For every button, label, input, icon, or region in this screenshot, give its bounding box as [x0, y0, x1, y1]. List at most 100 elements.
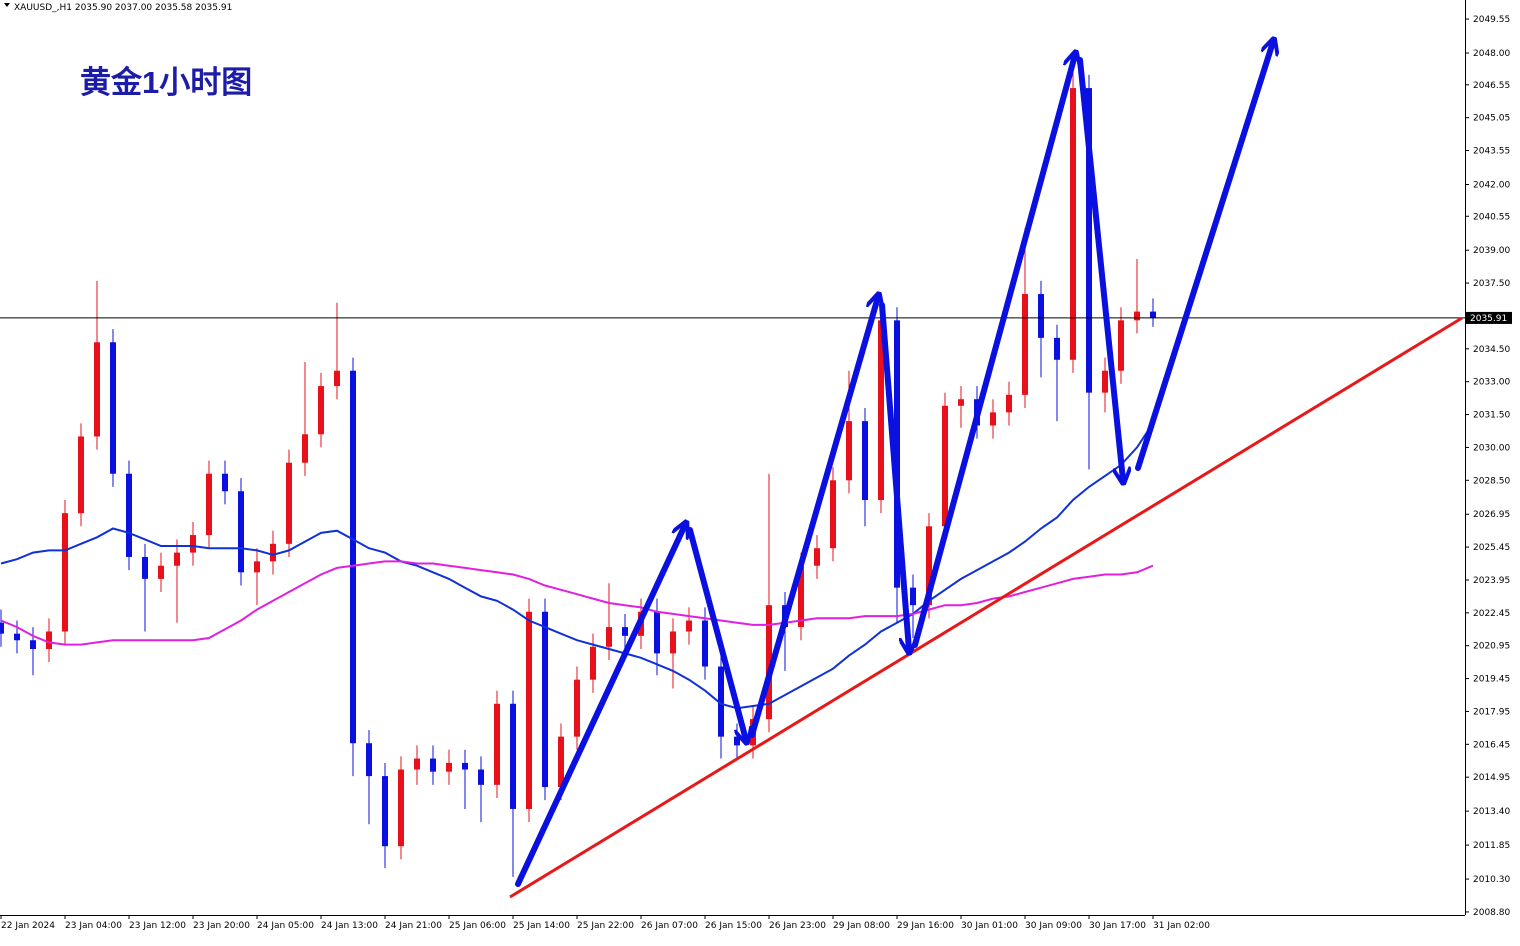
candle-body [446, 762, 452, 772]
candle-body [846, 421, 852, 481]
candle-body [494, 703, 500, 785]
y-tick-label: 2048.00 [1473, 49, 1510, 59]
x-tick-label: 29 Jan 08:00 [833, 921, 890, 931]
candle-body [126, 473, 132, 557]
candle-body [1006, 394, 1012, 413]
candle-body [590, 646, 596, 680]
candle-body [462, 762, 468, 770]
x-tick-label: 25 Jan 06:00 [449, 921, 506, 931]
candle-body [654, 611, 660, 654]
candle-body [510, 703, 516, 809]
arrow [749, 297, 878, 738]
candle-body [894, 320, 900, 588]
y-tick-label: 2045.05 [1473, 114, 1510, 124]
annotations [509, 42, 1463, 899]
candle-body [142, 556, 148, 579]
candle-body [350, 370, 356, 744]
candle-body [910, 587, 916, 606]
candle-body [1038, 294, 1044, 338]
x-tick-label: 23 Jan 04:00 [65, 921, 122, 931]
candle-body [110, 342, 116, 474]
y-tick-label: 2016.45 [1473, 740, 1510, 750]
candle-body [1134, 311, 1140, 321]
candle-body [382, 776, 388, 847]
y-tick-label: 2034.50 [1473, 345, 1510, 355]
moving-average [0, 422, 1154, 710]
candle-body [606, 627, 612, 647]
y-tick-label: 2040.55 [1473, 212, 1510, 222]
y-tick-label: 2014.95 [1473, 773, 1510, 783]
candle-body [78, 436, 84, 514]
candle-body [1086, 88, 1092, 393]
candle-body [94, 342, 100, 437]
arrow [515, 525, 685, 887]
x-tick-label: 24 Jan 13:00 [321, 921, 378, 931]
candle-body [734, 736, 740, 746]
candle-body [158, 565, 164, 579]
trend-line [509, 316, 1463, 899]
y-tick-label: 2028.50 [1473, 476, 1510, 486]
y-tick-label: 2023.95 [1473, 576, 1510, 586]
candle-body [302, 434, 308, 463]
candle-body [1150, 311, 1156, 318]
x-tick-label: 30 Jan 17:00 [1089, 921, 1146, 931]
y-tick-label: 2011.85 [1473, 841, 1510, 851]
chart-header: XAUUSD_,H1 2035.90 2037.00 2035.58 2035.… [14, 3, 232, 13]
y-tick-label: 2031.50 [1473, 411, 1510, 421]
y-tick-label: 2043.55 [1473, 147, 1510, 157]
candle-body [14, 633, 20, 641]
y-tick-label: 2026.95 [1473, 510, 1510, 520]
candle-body [766, 605, 772, 720]
candle-body [1070, 88, 1076, 360]
x-tick-label: 23 Jan 20:00 [193, 921, 250, 931]
candle-body [542, 611, 548, 788]
arrow [687, 527, 746, 740]
x-tick-label: 25 Jan 14:00 [513, 921, 570, 931]
moving-average [0, 560, 1154, 646]
y-tick-label: 2039.00 [1473, 246, 1510, 256]
y-tick-label: 2046.55 [1473, 81, 1510, 91]
candle-body [686, 620, 692, 632]
arrow [879, 302, 909, 650]
candle-body [254, 561, 260, 573]
y-tick-label: 2019.45 [1473, 675, 1510, 685]
candle-body [334, 370, 340, 387]
candle-body [926, 526, 932, 606]
y-tick-label: 2022.45 [1473, 609, 1510, 619]
y-tick-label: 2008.80 [1473, 908, 1510, 918]
candle-body [942, 405, 948, 527]
candle-body [190, 535, 196, 553]
candle-body [1022, 294, 1028, 395]
candle-body [958, 399, 964, 406]
candle-body [526, 611, 532, 809]
x-tick-label: 22 Jan 2024 [1, 921, 55, 931]
candle-body [622, 627, 628, 636]
chart-title: 黄金1小时图 [80, 65, 252, 100]
candle-body [478, 769, 484, 785]
arrow [912, 55, 1075, 648]
candle-body [30, 640, 36, 650]
candle-body [1118, 320, 1124, 371]
candle-body [398, 769, 404, 847]
candle-body [718, 666, 724, 737]
candle-body [414, 758, 420, 770]
candle-body [286, 462, 292, 544]
candle-body [46, 631, 52, 650]
x-tick-label: 31 Jan 02:00 [1153, 921, 1210, 931]
y-tick-label: 2049.55 [1473, 15, 1510, 25]
arrow [1135, 42, 1273, 471]
candle-body [318, 386, 324, 435]
candle-body [798, 565, 804, 628]
candle-body [238, 491, 244, 573]
y-tick-label: 2013.40 [1473, 807, 1510, 817]
candle-body [830, 480, 836, 549]
x-tick-label: 24 Jan 21:00 [385, 921, 442, 931]
candle-body [814, 548, 820, 566]
x-tick-label: 23 Jan 12:00 [129, 921, 186, 931]
candle-body [670, 631, 676, 654]
arrow [1077, 57, 1123, 480]
candle-body [702, 620, 708, 667]
x-tick-label: 26 Jan 15:00 [705, 921, 762, 931]
y-tick-label: 2020.95 [1473, 642, 1510, 652]
x-tick-label: 30 Jan 09:00 [1025, 921, 1082, 931]
